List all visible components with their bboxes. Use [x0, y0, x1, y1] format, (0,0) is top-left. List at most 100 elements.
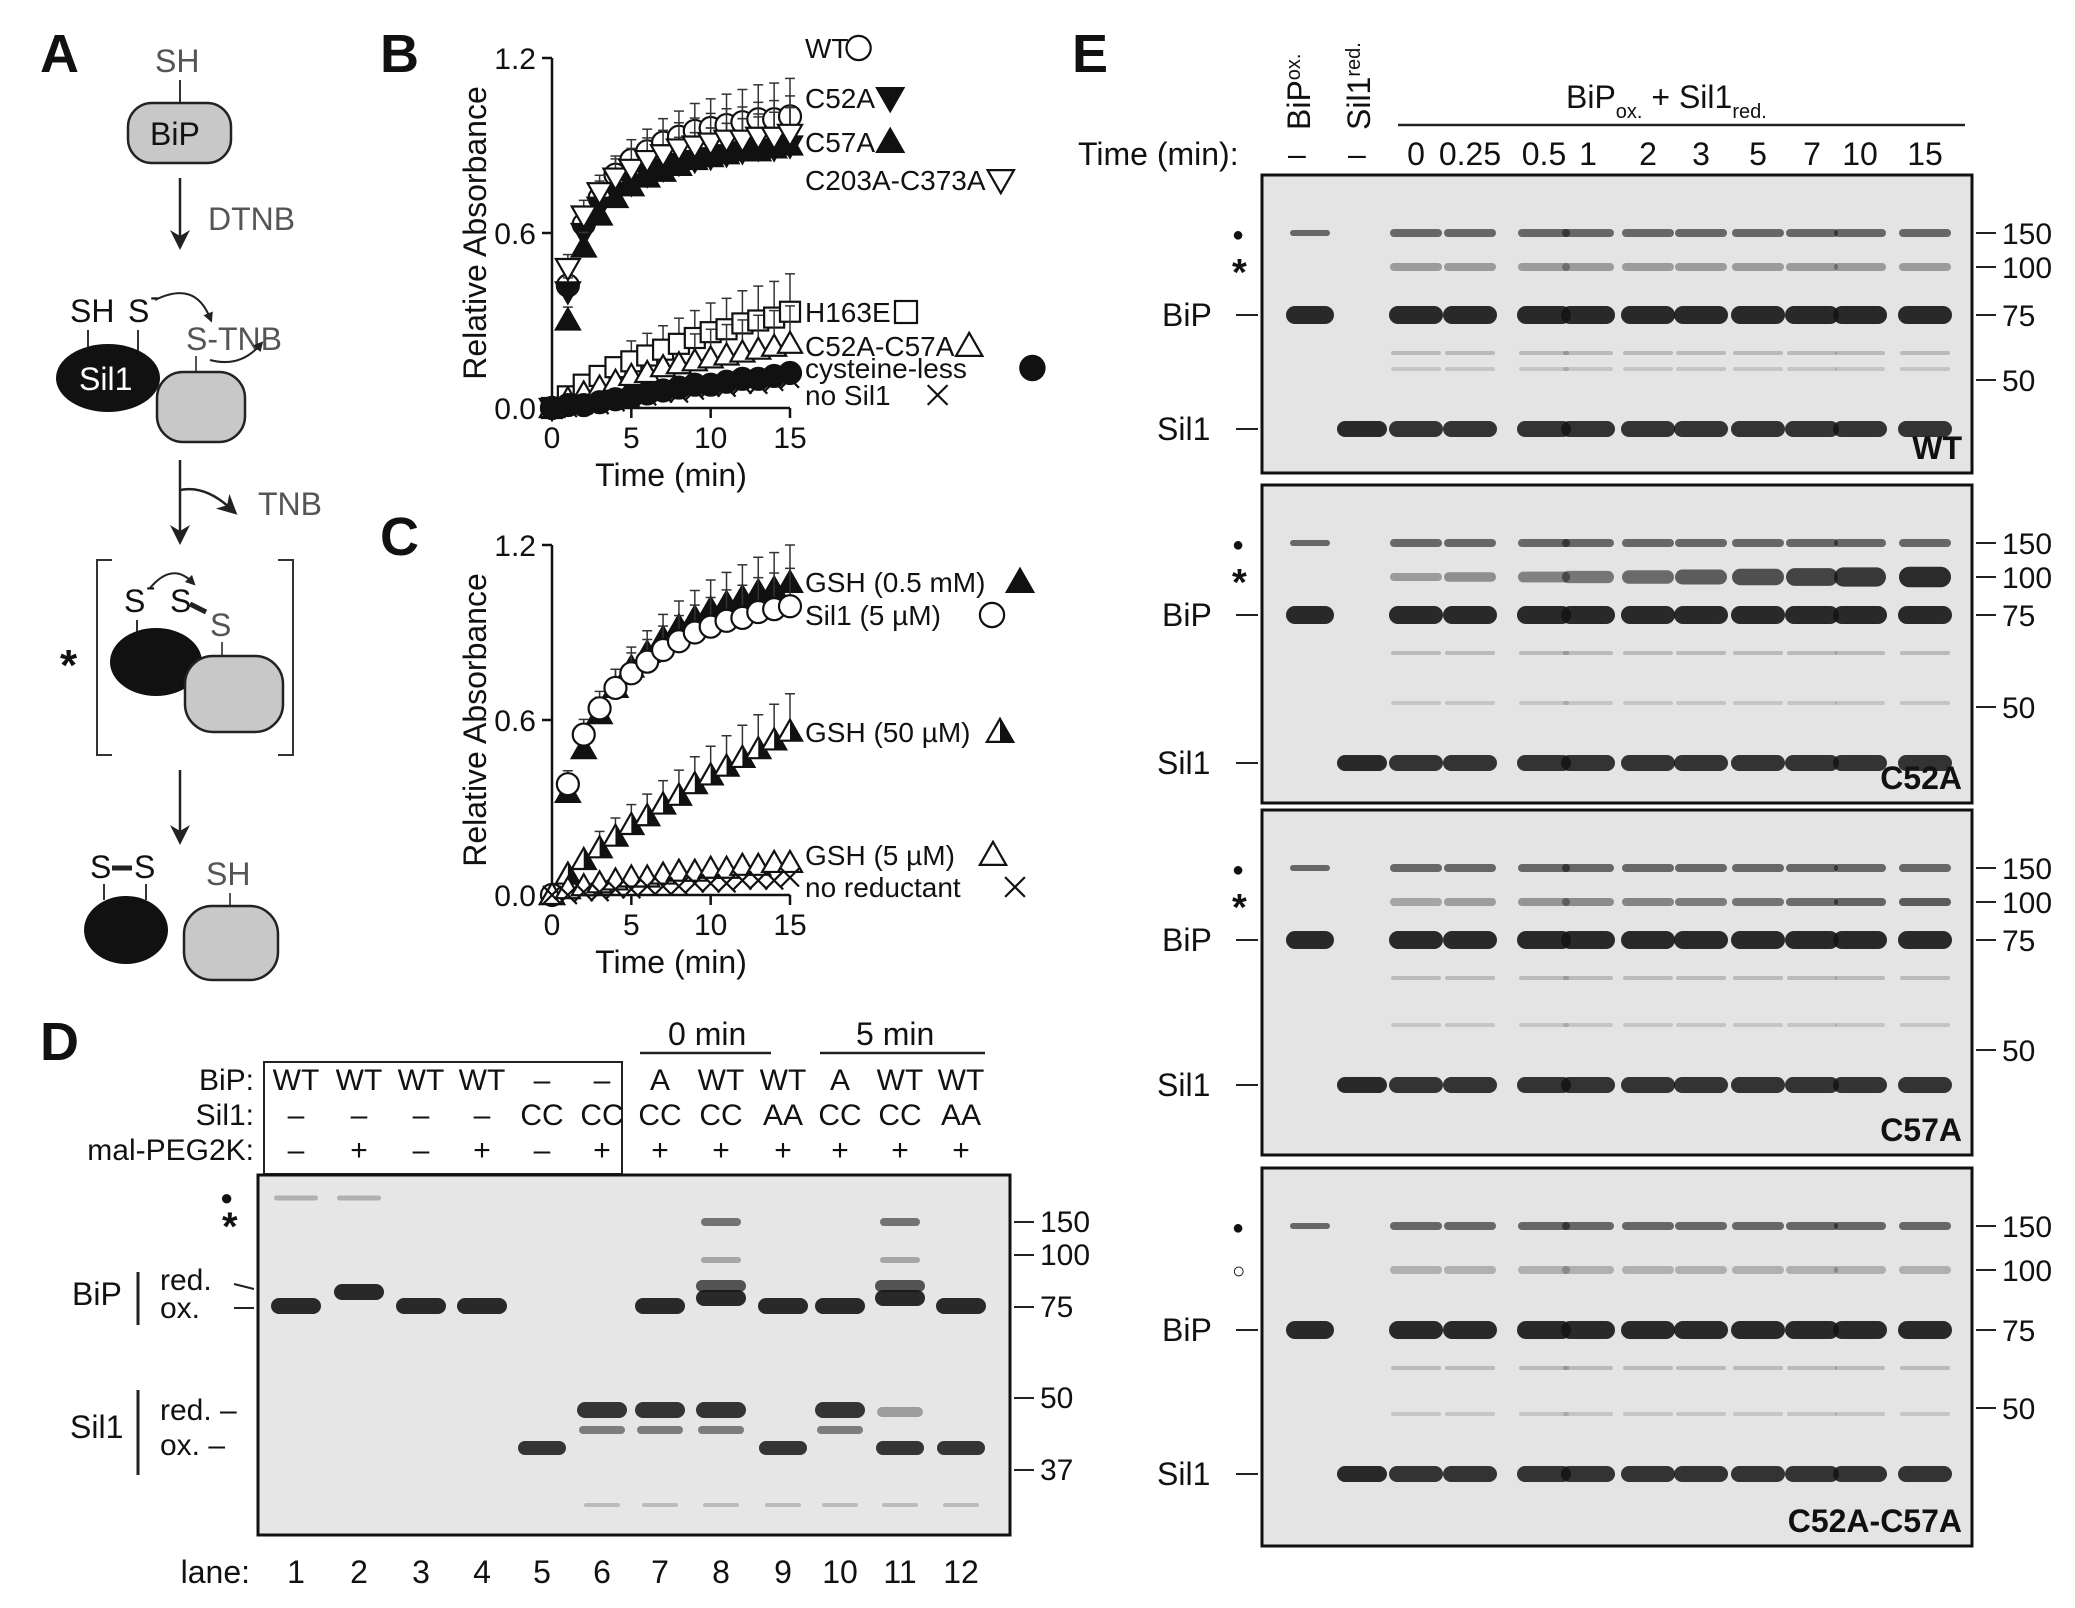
group-5min: 5 min [856, 1016, 934, 1052]
gel-e-faint-band [1676, 976, 1726, 980]
point-half [599, 836, 612, 858]
time-values: 0 0.25 0.5 1 2 3 5 7 10 15 [1407, 136, 1943, 172]
gel-e-complex-band [1899, 898, 1951, 906]
gel-e-c52a-c57a: ● ○ BiP Sil1 150 100 75 50 C52A-C57A [1157, 1166, 2052, 1548]
gel-e-bip-band [1731, 1321, 1785, 1339]
gel-d-dot: ● [220, 1185, 233, 1210]
row-label-bip: BiP: [199, 1064, 254, 1097]
legend-b: WT C52A C57A C203A-C373A H163E C52A-C57A… [805, 33, 986, 411]
gel-d-bip-red: red. [160, 1264, 212, 1297]
series-4 [542, 867, 800, 905]
prod-sh: SH [206, 856, 250, 892]
legend-c-1: Sil1 (5 µM) [805, 600, 941, 631]
faint-band [882, 1503, 918, 1507]
gel-d-header: WT––WT–+WT––WT–+–CC––CC+ACC+WTCC+WTAA+AC… [273, 1064, 985, 1167]
point [685, 873, 705, 894]
complex-band [880, 1218, 920, 1226]
gel-e-bip-band [1674, 606, 1728, 624]
gel-e-dot: ● [1232, 859, 1244, 881]
point [764, 371, 784, 392]
lane-number-11: 11 [883, 1554, 916, 1590]
gel-e-sil1-label: Sil1 [1157, 411, 1210, 447]
gel-e-faint-band [1733, 976, 1783, 980]
gel-e-name: C52A-C57A [1788, 1503, 1962, 1539]
bip-band [696, 1290, 746, 1306]
gel-e-faint-band [1676, 351, 1726, 355]
gel-d-peg-lane-8: + [712, 1134, 730, 1167]
gel-d-sil1-ox: ox. – [160, 1429, 225, 1462]
point [700, 377, 721, 398]
gel-e-marker-150: 150 [2002, 1211, 2052, 1244]
gel-e-faint-band [1391, 651, 1441, 655]
gel-e-bip-band [1898, 931, 1952, 949]
gel-e-faint-band [1835, 351, 1885, 355]
bip-band [815, 1298, 865, 1314]
group-0min: 0 min [668, 1016, 746, 1052]
gel-d-marker-100: 100 [1040, 1239, 1090, 1272]
gel-e-sil1-band [1389, 755, 1443, 771]
int-bip-shape [183, 654, 285, 734]
gel-e-sil1-band [1337, 1466, 1387, 1482]
gel-e-bip-band [1286, 931, 1334, 949]
gel-e-150-band [1444, 229, 1496, 237]
point [653, 876, 673, 897]
gel-e-marker-50: 50 [2002, 1035, 2035, 1068]
panel-b: B 0.0 0.6 1.2 0 5 10 15 Time (min) Relative Abso… [380, 24, 1046, 493]
time-value-3: 1 [1579, 136, 1597, 172]
lane-number-3: 3 [412, 1554, 430, 1590]
gel-e-bip-band [1898, 1321, 1952, 1339]
sil1-red-band [577, 1402, 627, 1418]
series-3 [538, 95, 804, 423]
point [571, 722, 596, 747]
gel-e-sil1-band [1389, 421, 1443, 437]
time-value-2: 0.5 [1522, 136, 1566, 172]
gel-e-marker-50: 50 [2002, 1393, 2035, 1426]
legend-b-1: C52A [805, 83, 875, 114]
gel-e-sil1-band [1443, 755, 1497, 771]
gel-e-faint-band [1563, 651, 1613, 655]
point [680, 135, 709, 160]
gel-e-faint-band [1623, 976, 1673, 980]
gel-e-faint-band [1519, 976, 1569, 980]
gel-e-faint-band [1676, 1366, 1726, 1370]
sil1-ox-band [759, 1441, 807, 1455]
prod-s2: S [134, 849, 155, 885]
gel-e-sil1-band [1785, 755, 1839, 771]
lane-number-6: 6 [593, 1554, 611, 1590]
bip-target-shape [155, 370, 247, 444]
y-tick-label: 0.6 [494, 705, 536, 738]
gel-e-complex-band [1444, 898, 1496, 906]
gel-e-faint-band [1787, 1366, 1837, 1370]
x-tick-label: 15 [773, 909, 806, 942]
sil1-s-label: S [128, 293, 149, 329]
gel-e-faint-band [1787, 976, 1837, 980]
gel-d-bip-lane-3: WT [398, 1064, 445, 1097]
gel-d-peg-lane-9: + [774, 1134, 792, 1167]
gel-e-mark: * [1232, 887, 1247, 929]
gel-e-faint-band [1733, 651, 1783, 655]
gel-e-150-band [1834, 864, 1886, 872]
gel-d-bip-lane-6: – [594, 1064, 611, 1097]
point [748, 374, 769, 395]
gel-e-sil1-band [1443, 1077, 1497, 1093]
legend-b-7: no Sil1 [805, 380, 891, 411]
gel-e-150-band [1622, 1222, 1674, 1230]
int-s2: S [210, 607, 231, 643]
gel-e-bip-band [1443, 606, 1497, 624]
point [653, 383, 673, 404]
point [637, 386, 657, 407]
gel-d-peg-lane-10: + [831, 1134, 849, 1167]
int-sil1-shape [110, 628, 202, 696]
point [605, 392, 626, 412]
gel-e-sil1-band [1621, 755, 1675, 771]
gel-e-dot: ● [1232, 534, 1244, 556]
gel-e-sil1-band [1785, 1077, 1839, 1093]
gel-e-sil1-band [1731, 1466, 1785, 1482]
gel-e-dot: ● [1232, 1217, 1244, 1239]
sil1-protein-shape [56, 344, 160, 412]
gel-e-sil1-band [1621, 1077, 1675, 1093]
panel-d-label: D [40, 1012, 79, 1072]
legend-b-6: cysteine-less [805, 353, 967, 384]
gel-d-sil1-lane-4: – [474, 1099, 491, 1132]
